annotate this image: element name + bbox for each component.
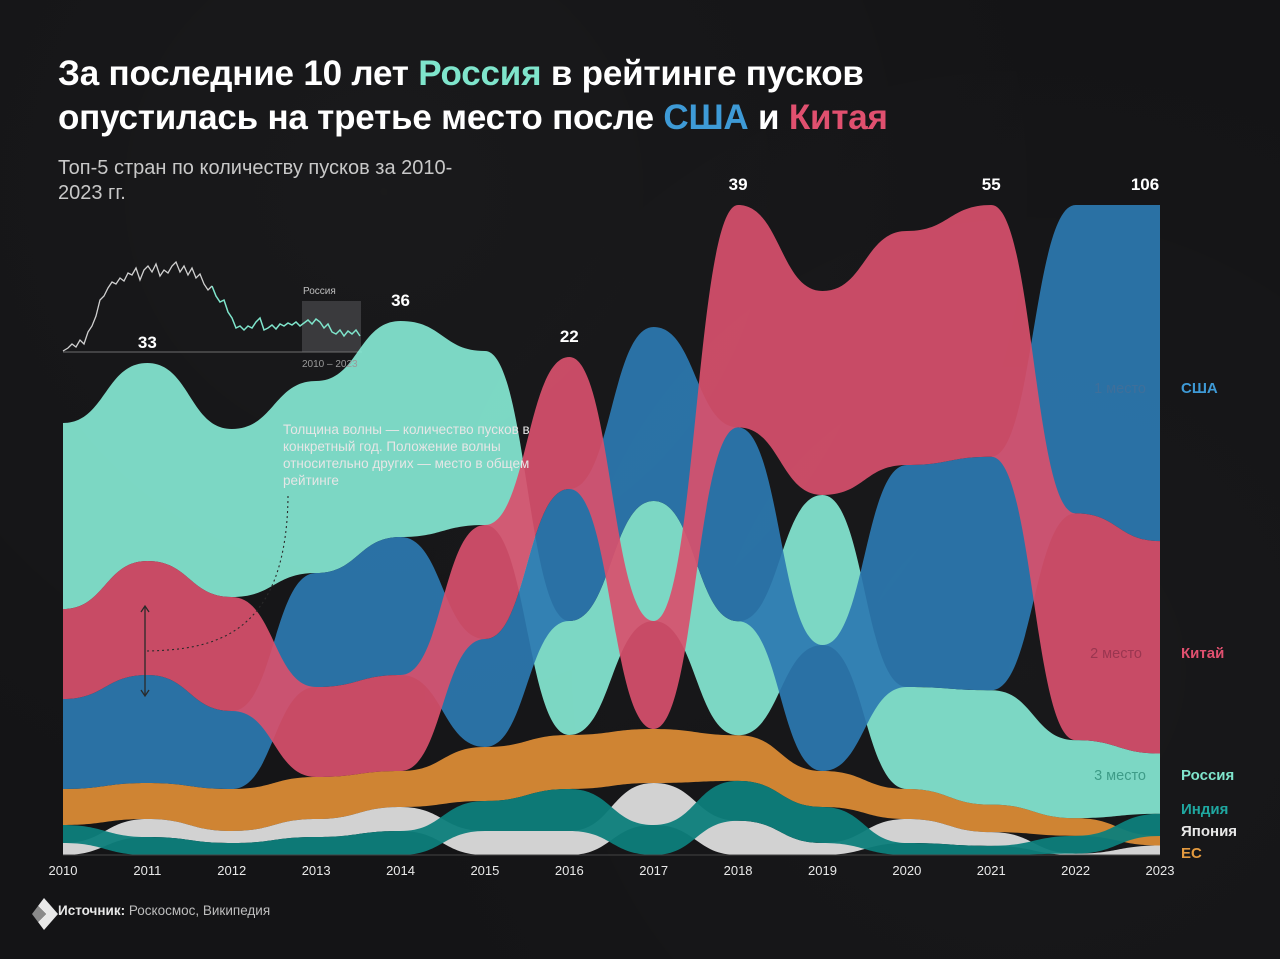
chart-subtitle: Топ-5 стран по количеству пусков за 2010… (58, 157, 453, 204)
x-tick-label: 2020 (892, 863, 921, 878)
legend-china: Китай (1181, 645, 1224, 662)
inset-range: 2010 – 2023 (302, 359, 358, 370)
x-tick-label: 2010 (49, 863, 78, 878)
legend-russia: Россия (1181, 767, 1234, 784)
annotation-note: Толщина волны — количество пусков в конк… (283, 422, 530, 488)
legend-japan: Япония (1181, 823, 1237, 840)
x-tick-label: 2016 (555, 863, 584, 878)
chart-title: За последние 10 лет Россия в рейтинге пу… (58, 54, 888, 137)
x-tick-label: 2014 (386, 863, 415, 878)
legend-eu: ЕС (1181, 845, 1202, 862)
inset-chart (62, 260, 362, 353)
inset-highlight-box (302, 301, 361, 352)
x-tick-label: 2018 (724, 863, 753, 878)
inset-line-history (62, 260, 213, 352)
x-tick-label: 2017 (639, 863, 668, 878)
peak-value-label: 39 (729, 175, 748, 194)
source-text: Источник: Роскосмос, Википедия (58, 903, 271, 918)
x-tick-label: 2011 (133, 863, 161, 878)
thickness-arrow-head-top (140, 604, 150, 613)
x-tick-label: 2023 (1146, 863, 1175, 878)
peak-labels: 33 36 22 39 55 106 (138, 175, 1159, 352)
peak-value-label: 106 (1131, 175, 1159, 194)
x-tick-label: 2021 (977, 863, 1006, 878)
legend-india: Индия (1181, 801, 1228, 818)
place-label-2: 2 место (1090, 646, 1142, 662)
thickness-arrow-head-bottom (140, 689, 150, 698)
stream-eu (63, 729, 1160, 846)
x-tick-label: 2019 (808, 863, 837, 878)
x-tick-label: 2022 (1061, 863, 1090, 878)
peak-value-label: 36 (391, 291, 410, 310)
inset-line-russia (211, 285, 361, 338)
stream-china (63, 205, 1160, 777)
place-label-3: 3 место (1094, 768, 1146, 784)
title-china: Китая (788, 98, 888, 137)
roscosmos-logo-icon (32, 898, 58, 930)
thickness-annotation (140, 493, 289, 698)
x-tick-label: 2015 (470, 863, 499, 878)
peak-value-label: 33 (138, 333, 157, 352)
peak-value-label: 55 (982, 175, 1001, 194)
x-axis-ticks: 2010 2011 2012 2013 2014 2015 2016 2017 2018 2019… (49, 863, 1175, 878)
title-usa: США (663, 98, 749, 137)
legend-usa: США (1181, 380, 1218, 397)
inset-label: Россия (303, 286, 336, 297)
title-russia: Россия (418, 54, 542, 93)
stream-india (63, 780, 1160, 855)
stream-layers (63, 205, 1160, 855)
place-label-1: 1 место (1094, 381, 1146, 397)
peak-value-label: 22 (560, 327, 579, 346)
annotation-dotted-line (146, 493, 289, 652)
x-tick-label: 2012 (217, 863, 246, 878)
x-tick-label: 2013 (302, 863, 331, 878)
